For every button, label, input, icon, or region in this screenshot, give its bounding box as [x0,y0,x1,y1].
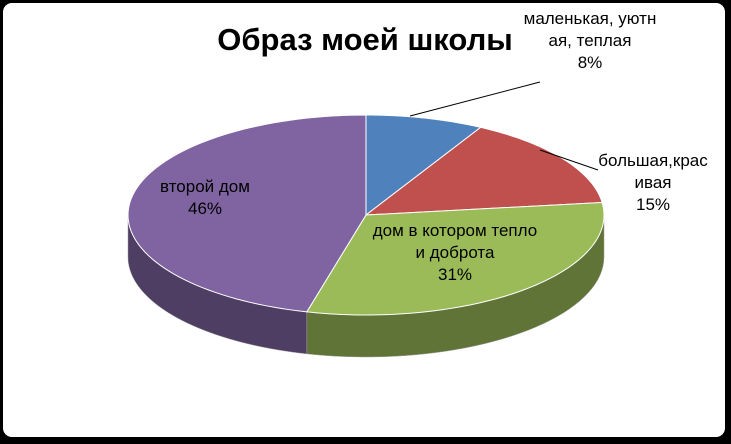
category-label: большая,красивая [598,151,708,192]
slice [365,114,482,217]
value-label: 15% [635,195,671,214]
value-label: 31% [437,265,473,284]
value-label: 8% [577,53,603,72]
chart-title: Образ моей школы [217,22,513,57]
pie [127,114,605,358]
data-label: маленькая, уютная, теплая 8% [520,8,660,74]
data-label: дом в котором тепло и доброта 31% [370,220,540,286]
slice [305,201,605,316]
category-label: маленькая, уютная, теплая [523,9,657,50]
category-label: дом в котором тепло и доброта [372,221,538,262]
data-label: большая,красивая 15% [598,150,708,216]
category-label: второй дом [160,177,250,196]
value-label: 46% [187,199,223,218]
leader-line [539,149,599,171]
data-label: второй дом 46% [140,176,270,220]
slice [364,126,603,216]
leader-line [409,81,541,117]
slice [127,114,367,313]
